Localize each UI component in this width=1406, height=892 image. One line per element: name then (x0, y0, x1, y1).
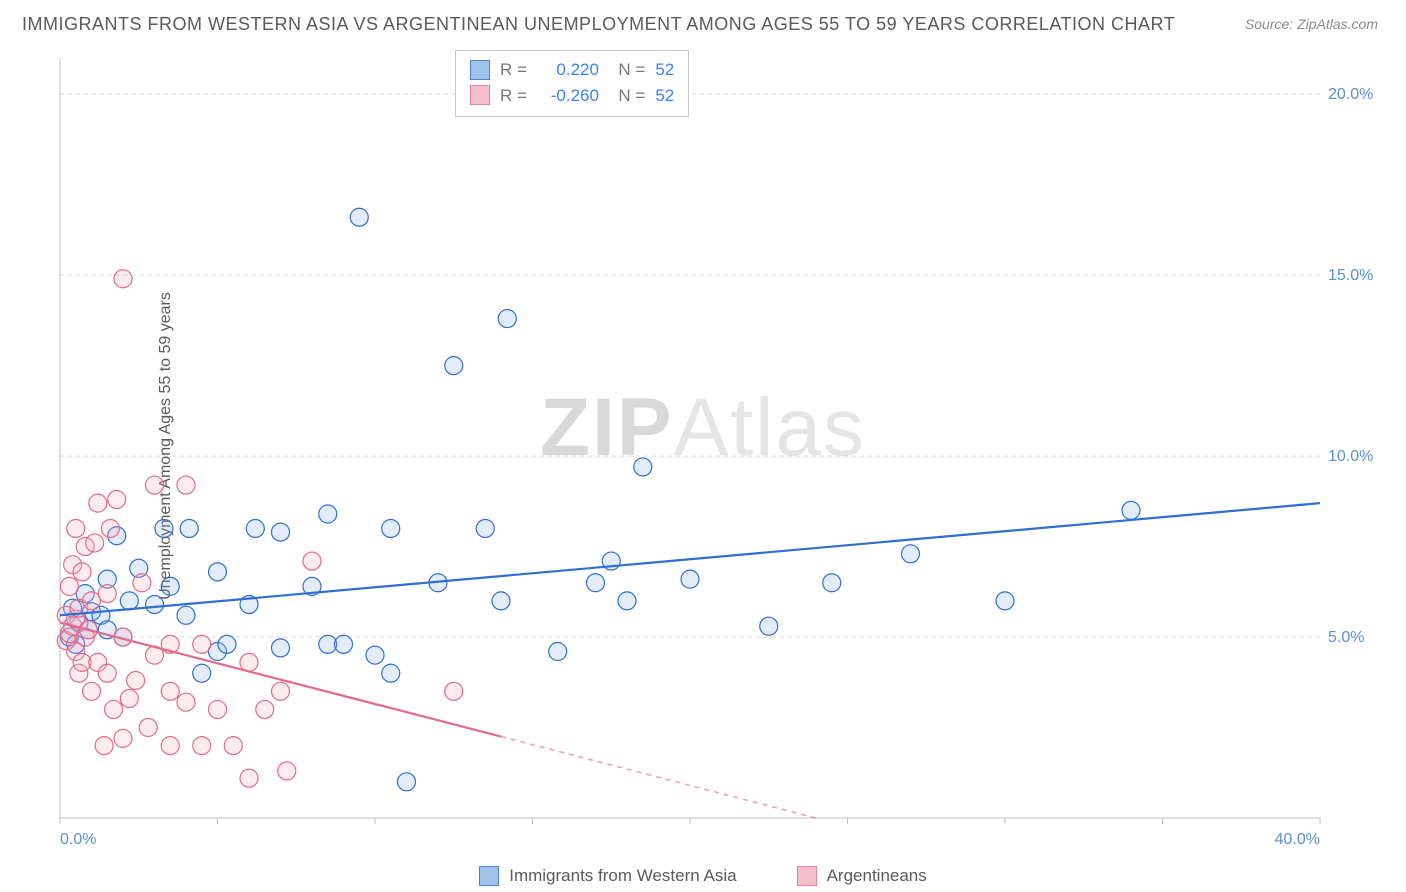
stat-r-label: R = (500, 83, 527, 109)
svg-text:20.0%: 20.0% (1328, 86, 1373, 103)
stat-r-value-0: 0.220 (537, 57, 599, 83)
stat-n-value-1: 52 (655, 83, 674, 109)
svg-text:15.0%: 15.0% (1328, 267, 1373, 284)
stat-n-value-0: 52 (655, 57, 674, 83)
chart-plot-area: 5.0% 10.0% 15.0% 20.0% 0.0% 40.0% (50, 48, 1380, 858)
stat-r-value-1: -0.260 (537, 83, 599, 109)
stat-n-label: N = (609, 57, 645, 83)
source-credit: Source: ZipAtlas.com (1245, 16, 1378, 32)
bottom-legend: Immigrants from Western Asia Argentinean… (0, 866, 1406, 886)
swatch-series-1 (470, 85, 490, 105)
legend-item-1: Argentineans (797, 866, 927, 886)
swatch-series-0 (470, 60, 490, 80)
swatch-series-1 (797, 866, 817, 886)
legend-label-0: Immigrants from Western Asia (509, 866, 736, 886)
svg-text:40.0%: 40.0% (1275, 831, 1320, 848)
chart-svg: 5.0% 10.0% 15.0% 20.0% 0.0% 40.0% (50, 48, 1380, 858)
svg-text:0.0%: 0.0% (60, 831, 96, 848)
legend-label-1: Argentineans (827, 866, 927, 886)
chart-title: IMMIGRANTS FROM WESTERN ASIA VS ARGENTIN… (22, 14, 1175, 35)
swatch-series-0 (479, 866, 499, 886)
stats-legend-box: R = 0.220 N = 52 R = -0.260 N = 52 (455, 50, 689, 117)
stat-r-label: R = (500, 57, 527, 83)
svg-text:10.0%: 10.0% (1328, 448, 1373, 465)
stat-n-label: N = (609, 83, 645, 109)
legend-item-0: Immigrants from Western Asia (479, 866, 736, 886)
stats-row-0: R = 0.220 N = 52 (470, 57, 674, 83)
svg-text:5.0%: 5.0% (1328, 629, 1364, 646)
stats-row-1: R = -0.260 N = 52 (470, 83, 674, 109)
